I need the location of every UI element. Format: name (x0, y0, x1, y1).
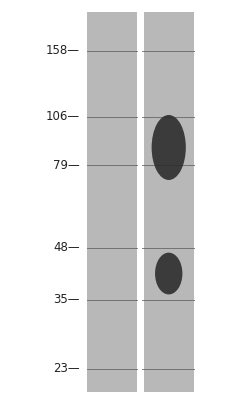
Text: 79—: 79— (53, 159, 79, 172)
Ellipse shape (154, 253, 182, 294)
FancyBboxPatch shape (143, 12, 193, 392)
Text: 48—: 48— (53, 241, 79, 254)
FancyBboxPatch shape (86, 12, 136, 392)
Text: 158—: 158— (46, 44, 79, 58)
Text: 23—: 23— (53, 362, 79, 376)
Ellipse shape (151, 115, 185, 180)
Text: 106—: 106— (45, 110, 79, 123)
Text: 35—: 35— (53, 293, 79, 306)
